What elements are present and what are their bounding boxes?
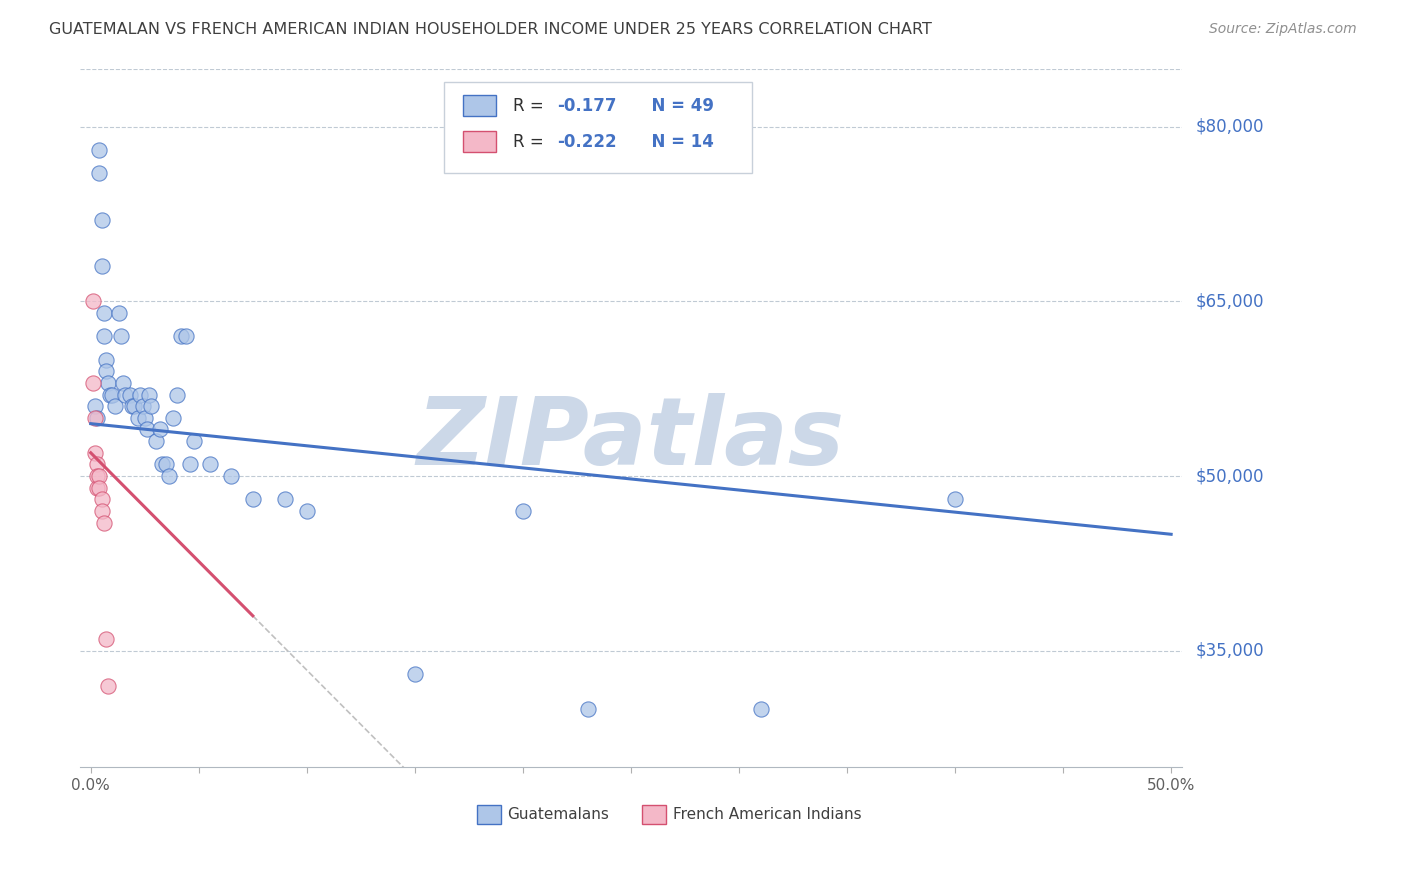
Point — [84, 399, 107, 413]
Point — [86, 458, 108, 472]
Point — [131, 399, 153, 413]
Point — [93, 306, 115, 320]
Point — [86, 469, 108, 483]
Point — [90, 492, 112, 507]
Text: R =: R = — [513, 133, 548, 151]
FancyBboxPatch shape — [464, 131, 496, 153]
Point — [943, 492, 966, 507]
Point — [89, 469, 111, 483]
Point — [157, 469, 180, 483]
Point — [135, 422, 157, 436]
Point — [749, 702, 772, 716]
FancyBboxPatch shape — [464, 95, 496, 116]
FancyBboxPatch shape — [477, 805, 501, 824]
Point — [93, 329, 115, 343]
Point — [101, 387, 124, 401]
Point — [242, 492, 264, 507]
Point — [94, 352, 117, 367]
Point — [150, 458, 173, 472]
Point — [219, 469, 242, 483]
Point — [84, 446, 107, 460]
Point — [89, 143, 111, 157]
Point — [145, 434, 167, 449]
Text: N = 14: N = 14 — [640, 133, 714, 151]
Point — [89, 166, 111, 180]
Point — [108, 306, 131, 320]
Point — [98, 387, 121, 401]
Point — [174, 329, 197, 343]
Point — [112, 376, 135, 390]
Point — [170, 329, 193, 343]
Point — [162, 410, 184, 425]
Point — [127, 410, 149, 425]
Point — [118, 387, 141, 401]
Point — [183, 434, 205, 449]
Point — [86, 481, 108, 495]
Point — [129, 387, 152, 401]
Point — [138, 387, 160, 401]
Point — [122, 399, 145, 413]
Point — [121, 399, 143, 413]
Point — [274, 492, 297, 507]
Text: R =: R = — [513, 96, 548, 114]
Text: -0.222: -0.222 — [557, 133, 617, 151]
Point — [90, 213, 112, 227]
Point — [94, 364, 117, 378]
Point — [94, 632, 117, 646]
Point — [141, 399, 163, 413]
Text: $80,000: $80,000 — [1197, 118, 1264, 136]
Point — [97, 376, 120, 390]
Point — [166, 387, 188, 401]
Text: N = 49: N = 49 — [640, 96, 714, 114]
Point — [149, 422, 172, 436]
Point — [84, 410, 107, 425]
Point — [155, 458, 177, 472]
Text: $35,000: $35,000 — [1197, 641, 1264, 660]
Text: $65,000: $65,000 — [1197, 293, 1264, 310]
Point — [110, 329, 132, 343]
Point — [90, 504, 112, 518]
Point — [198, 458, 221, 472]
Text: Source: ZipAtlas.com: Source: ZipAtlas.com — [1209, 22, 1357, 37]
Point — [86, 410, 108, 425]
Point — [512, 504, 534, 518]
Point — [404, 667, 426, 681]
Text: -0.177: -0.177 — [557, 96, 617, 114]
Text: ZIPatlas: ZIPatlas — [416, 392, 845, 484]
Text: $50,000: $50,000 — [1197, 467, 1264, 485]
Point — [82, 376, 104, 390]
FancyBboxPatch shape — [643, 805, 666, 824]
FancyBboxPatch shape — [444, 82, 752, 173]
Point — [134, 410, 156, 425]
Text: Guatemalans: Guatemalans — [508, 807, 609, 822]
Point — [576, 702, 599, 716]
Point — [114, 387, 136, 401]
Point — [93, 516, 115, 530]
Point — [90, 260, 112, 274]
Point — [103, 399, 125, 413]
Text: GUATEMALAN VS FRENCH AMERICAN INDIAN HOUSEHOLDER INCOME UNDER 25 YEARS CORRELATI: GUATEMALAN VS FRENCH AMERICAN INDIAN HOU… — [49, 22, 932, 37]
Point — [295, 504, 318, 518]
Point — [82, 294, 104, 309]
Point — [179, 458, 201, 472]
Point — [97, 679, 120, 693]
Point — [89, 481, 111, 495]
Text: French American Indians: French American Indians — [673, 807, 862, 822]
